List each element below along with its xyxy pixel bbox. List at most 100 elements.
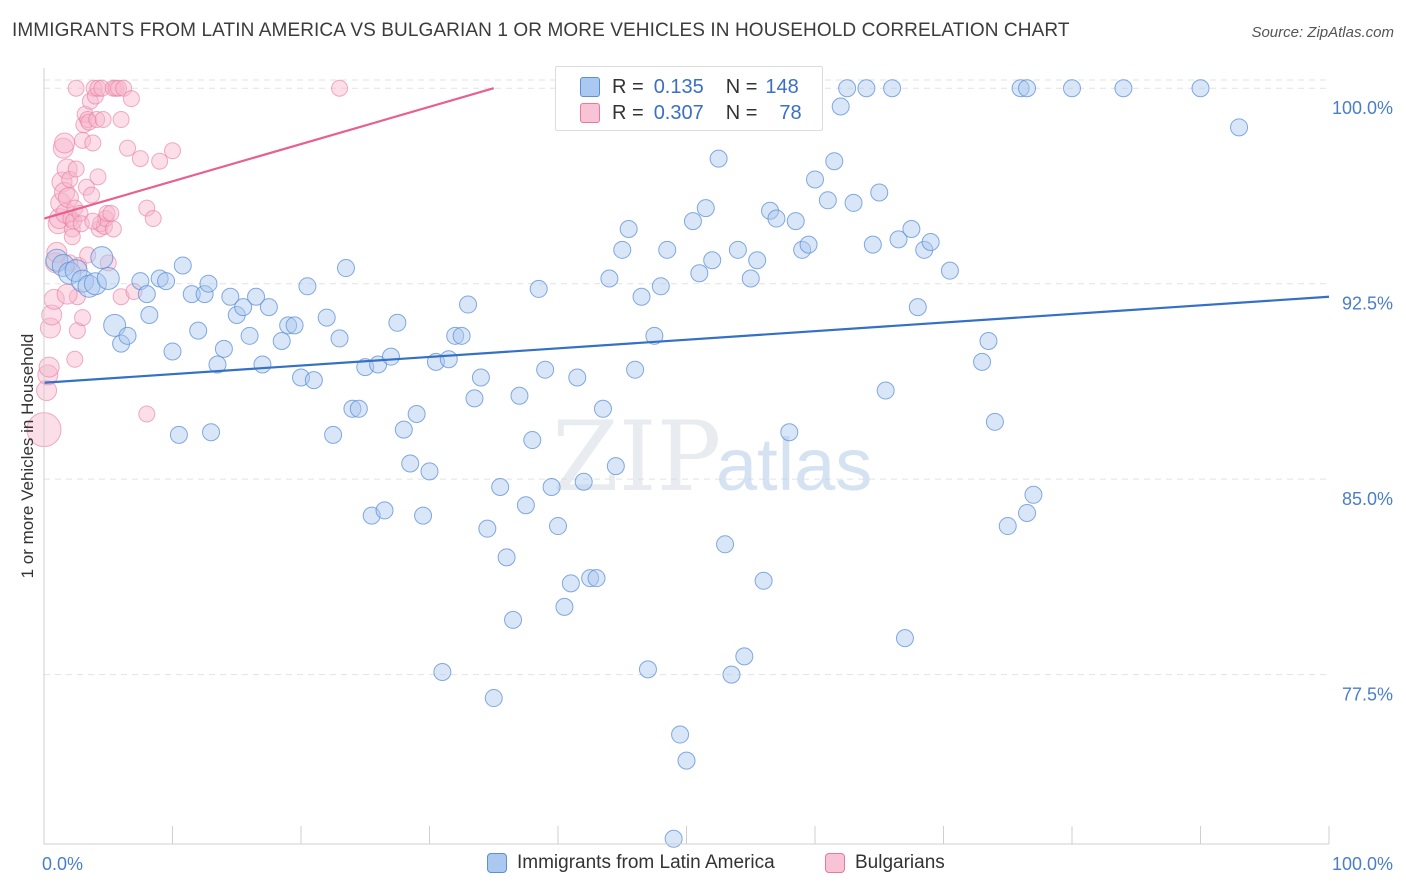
data-point-bulgarians — [56, 158, 78, 180]
data-point-latin-america — [716, 535, 735, 554]
data-point-latin-america — [1011, 79, 1030, 98]
data-point-latin-america — [182, 285, 201, 304]
data-point-latin-america — [169, 425, 188, 444]
data-point-bulgarians — [79, 246, 97, 264]
data-point-latin-america — [696, 199, 715, 218]
data-point-bulgarians — [138, 199, 156, 217]
data-point-latin-america — [998, 517, 1017, 536]
data-point-latin-america — [748, 251, 767, 270]
data-point-latin-america — [497, 548, 516, 567]
data-point-latin-america — [831, 97, 850, 116]
legend-n-label: N = — [725, 101, 758, 124]
data-point-latin-america — [304, 371, 323, 390]
data-point-latin-america — [1191, 79, 1210, 98]
data-point-latin-america — [324, 425, 343, 444]
data-point-latin-america — [272, 332, 291, 351]
legend-n-value: 148 — [765, 75, 799, 98]
data-point-latin-america — [529, 279, 548, 298]
trend-line-bulgarians — [43, 87, 495, 220]
chart-title: IMMIGRANTS FROM LATIN AMERICA VS BULGARI… — [12, 20, 1070, 41]
data-point-latin-america — [381, 347, 400, 366]
data-point-latin-america — [439, 350, 458, 369]
data-point-latin-america — [844, 193, 863, 212]
data-point-bulgarians — [119, 139, 137, 157]
x-tick-label: 0.0% — [42, 854, 83, 874]
data-point-latin-america — [735, 647, 754, 666]
data-point-bulgarians — [89, 79, 107, 97]
data-point-latin-america — [1018, 79, 1037, 98]
legend-r-label: R = — [612, 101, 644, 124]
data-point-latin-america — [780, 423, 799, 442]
legend-row-bulgarians: R = 0.307 N = 78 — [580, 101, 802, 125]
data-point-latin-america — [664, 829, 683, 848]
data-point-bulgarians — [66, 350, 84, 368]
data-point-latin-america — [465, 389, 484, 408]
legend-r-value: 0.135 — [653, 75, 704, 98]
data-point-latin-america — [600, 269, 619, 288]
data-point-latin-america — [902, 219, 921, 238]
data-point-latin-america — [452, 326, 471, 345]
data-point-latin-america — [921, 233, 940, 251]
watermark-zip: ZIP — [552, 401, 721, 513]
grid — [44, 79, 1329, 676]
data-point-latin-america — [651, 277, 670, 296]
data-point-bulgarians — [112, 288, 130, 306]
data-point-latin-america — [298, 277, 317, 296]
legend-r-value: 0.307 — [653, 101, 704, 124]
data-point-bulgarians — [164, 142, 181, 160]
y-tick-label: 77.5% — [1342, 685, 1393, 705]
data-point-latin-america — [626, 360, 645, 379]
data-point-latin-america — [214, 339, 233, 358]
watermark: ZIP atlas — [552, 401, 872, 513]
data-point-latin-america — [561, 574, 580, 593]
data-point-latin-america — [985, 412, 1004, 431]
data-point-latin-america — [818, 191, 837, 210]
data-point-latin-america — [240, 326, 259, 345]
data-point-latin-america — [1230, 118, 1249, 137]
data-point-latin-america — [279, 316, 298, 335]
data-point-latin-america — [863, 235, 882, 254]
data-point-latin-america — [401, 454, 420, 473]
source-label: Source: ZipAtlas.com — [1251, 24, 1394, 41]
data-point-bulgarians — [36, 380, 58, 402]
data-point-latin-america — [433, 663, 452, 681]
data-point-bulgarians — [54, 132, 76, 154]
data-point-latin-america — [259, 298, 278, 317]
data-point-latin-america — [1063, 79, 1081, 98]
legend-label: Immigrants from Latin America — [517, 852, 775, 873]
data-point-bulgarians — [138, 405, 156, 423]
data-point-latin-america — [459, 295, 478, 314]
data-point-latin-america — [510, 386, 529, 405]
data-point-latin-america — [285, 316, 304, 335]
data-point-latin-america — [677, 751, 696, 770]
data-point-latin-america — [555, 597, 574, 616]
data-point-latin-america — [137, 285, 156, 304]
data-point-latin-america — [131, 272, 150, 291]
data-point-bulgarians — [68, 322, 86, 340]
data-point-latin-america — [574, 472, 593, 491]
data-point-latin-america — [83, 272, 107, 296]
data-point-bulgarians — [104, 220, 122, 238]
data-point-latin-america — [491, 477, 510, 496]
data-point-latin-america — [587, 569, 606, 588]
watermark-atlas: atlas — [716, 423, 872, 506]
y-tick-label: 92.5% — [1342, 294, 1393, 314]
data-point-bulgarians — [102, 204, 120, 222]
legend-item-bulgarians[interactable]: Bulgarians — [825, 852, 945, 874]
data-point-bulgarians — [144, 210, 162, 228]
data-point-latin-america — [388, 313, 407, 332]
data-point-latin-america — [157, 272, 176, 291]
data-point-latin-america — [973, 352, 992, 371]
legend-n-value: 78 — [779, 101, 802, 124]
x-tick-label: 100.0% — [1332, 854, 1393, 874]
data-point-bulgarians — [151, 152, 169, 170]
data-point-latin-america — [568, 368, 587, 387]
legend-item-latin-america[interactable]: Immigrants from Latin America — [487, 852, 775, 874]
data-point-bulgarians — [67, 79, 85, 97]
data-point-latin-america — [613, 240, 632, 259]
data-point-bulgarians — [37, 364, 59, 386]
y-tick-label: 85.0% — [1342, 489, 1393, 509]
data-point-latin-america — [754, 571, 773, 590]
data-point-latin-america — [722, 665, 741, 684]
